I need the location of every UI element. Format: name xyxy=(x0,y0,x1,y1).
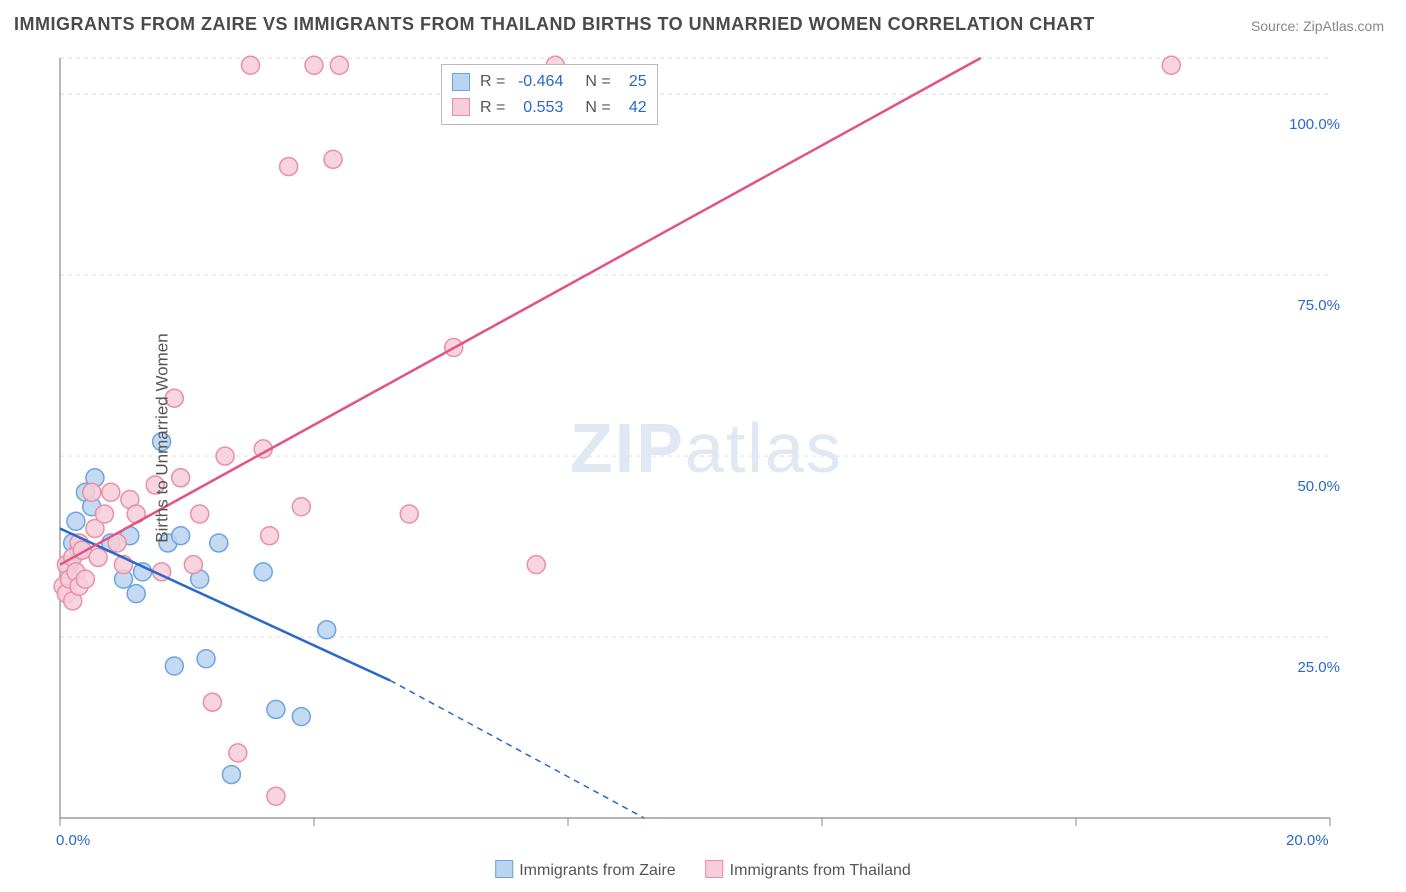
corr-r-value: 0.553 xyxy=(515,95,563,121)
xtick-label: 20.0% xyxy=(1286,832,1329,849)
corr-n-prefix: N = xyxy=(585,69,610,95)
legend-swatch-thailand xyxy=(706,860,724,878)
ytick-label: 50.0% xyxy=(1297,478,1340,495)
correlation-legend: R = -0.464 N = 25 R = 0.553 N = 42 xyxy=(441,64,658,125)
corr-n-value: 25 xyxy=(621,69,647,95)
chart-title: IMMIGRANTS FROM ZAIRE VS IMMIGRANTS FROM… xyxy=(14,14,1095,35)
ytick-label: 100.0% xyxy=(1289,116,1340,133)
corr-n-prefix: N = xyxy=(585,95,610,121)
ytick-label: 75.0% xyxy=(1297,297,1340,314)
corr-legend-row: R = -0.464 N = 25 xyxy=(452,69,647,95)
scatter-chart-svg xyxy=(50,48,1340,828)
corr-swatch xyxy=(452,98,470,116)
legend-swatch-zaire xyxy=(495,860,513,878)
legend-label-zaire: Immigrants from Zaire xyxy=(519,862,675,879)
corr-r-prefix: R = xyxy=(480,69,505,95)
corr-swatch xyxy=(452,73,470,91)
chart-area: Births to Unmarried Women ZIPatlas R =-0… xyxy=(50,48,1340,828)
legend-label-thailand: Immigrants from Thailand xyxy=(730,862,911,879)
legend-item-zaire: Immigrants from Zaire xyxy=(495,860,675,880)
corr-legend-row: R = 0.553 N = 42 xyxy=(452,95,647,121)
y-axis-label: Births to Unmarried Women xyxy=(153,333,173,542)
legend-item-thailand: Immigrants from Thailand xyxy=(706,860,911,880)
xtick-label: 0.0% xyxy=(56,832,90,849)
ytick-label: 25.0% xyxy=(1297,659,1340,676)
source-attribution: Source: ZipAtlas.com xyxy=(1251,18,1384,34)
corr-r-value: -0.464 xyxy=(515,69,563,95)
corr-r-prefix: R = xyxy=(480,95,505,121)
series-legend: Immigrants from Zaire Immigrants from Th… xyxy=(495,860,911,880)
corr-n-value: 42 xyxy=(621,95,647,121)
